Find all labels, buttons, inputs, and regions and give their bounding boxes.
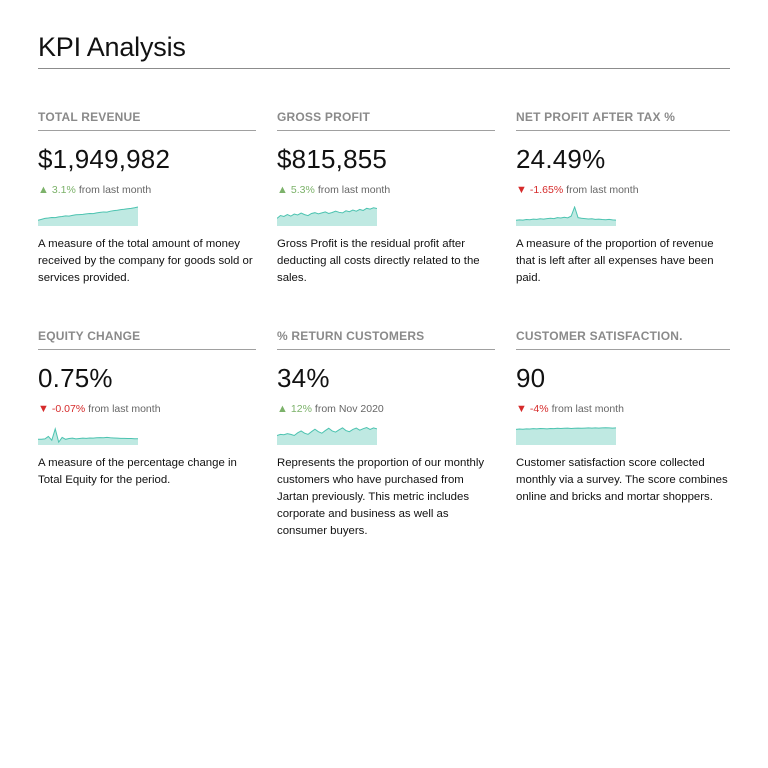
kpi-change: ▲ 12% from Nov 2020 [277,403,495,415]
sparkline-area [38,428,138,445]
up-arrow-icon: ▲ [277,184,288,196]
kpi-value: 24.49% [516,144,606,174]
kpi-delta: 3.1% [51,184,76,196]
kpi-description: A measure of the percentage change in To… [38,457,237,486]
kpi-description: A measure of the total amount of money r… [38,238,253,284]
kpi-label: GROSS PROFIT [277,110,495,131]
kpi-change: ▼ -4% from last month [516,403,730,415]
kpi-delta: -1.65% [529,184,564,196]
kpi-comparison: from Nov 2020 [314,403,384,415]
sparkline-area [277,427,377,445]
sparkline-chart [277,425,377,445]
kpi-value: 0.75% [38,363,113,393]
kpi-description: Gross Profit is the residual profit afte… [277,238,480,284]
kpi-label: NET PROFIT AFTER TAX % [516,110,730,131]
sparkline-line [516,428,616,430]
down-arrow-icon: ▼ [516,184,527,196]
sparkline-line [38,429,138,442]
kpi-label: % RETURN CUSTOMERS [277,329,495,350]
kpi-label: EQUITY CHANGE [38,329,256,350]
kpi-value: $815,855 [277,144,388,174]
kpi-comparison: from last month [551,403,624,415]
kpi-delta: 12% [290,403,312,415]
sparkline-area [516,427,616,445]
kpi-change: ▲ 5.3% from last month [277,184,495,196]
kpi-comparison: from last month [78,184,152,196]
sparkline-chart [516,425,616,445]
sparkline-area [516,207,616,226]
title-divider [38,68,730,69]
up-arrow-icon: ▲ [277,403,288,415]
kpi-change: ▲ 3.1% from last month [38,184,256,196]
sparkline-area [38,207,138,226]
kpi-description: Represents the proportion of our monthly… [277,457,485,537]
kpi-card-net-profit-after-tax: NET PROFIT AFTER TAX % 24.49% ▼ -1.65% f… [516,110,730,329]
sparkline-chart [38,425,138,445]
kpi-delta: -4% [529,403,549,415]
sparkline-line [277,208,377,219]
kpi-value: 34% [277,363,330,393]
page-title: KPI Analysis [38,32,186,62]
sparkline-area [277,207,377,226]
kpi-comparison: from last month [566,184,639,196]
kpi-change: ▼ -0.07% from last month [38,403,256,415]
kpi-value: 90 [516,363,546,393]
down-arrow-icon: ▼ [516,403,527,415]
sparkline-chart [38,206,138,226]
up-arrow-icon: ▲ [38,184,49,196]
kpi-delta: 5.3% [290,184,315,196]
kpi-label: CUSTOMER SATISFACTION. [516,329,730,350]
kpi-grid: TOTAL REVENUE $1,949,982 ▲ 3.1% from las… [38,110,730,548]
sparkline-line [38,207,138,220]
down-arrow-icon: ▼ [38,403,49,415]
sparkline-chart [277,206,377,226]
kpi-comparison: from last month [88,403,161,415]
kpi-change: ▼ -1.65% from last month [516,184,730,196]
sparkline-line [516,207,616,220]
kpi-card-gross-profit: GROSS PROFIT $815,855 ▲ 5.3% from last m… [277,110,495,329]
sparkline-line [277,428,377,436]
kpi-comparison: from last month [317,184,391,196]
kpi-card-equity-change: EQUITY CHANGE 0.75% ▼ -0.07% from last m… [38,329,256,548]
kpi-card-customer-satisfaction: CUSTOMER SATISFACTION. 90 ▼ -4% from las… [516,329,730,548]
kpi-description: Customer satisfaction score collected mo… [516,457,728,503]
kpi-value: $1,949,982 [38,144,171,174]
sparkline-chart [516,206,616,226]
kpi-delta: -0.07% [51,403,86,415]
kpi-card-total-revenue: TOTAL REVENUE $1,949,982 ▲ 3.1% from las… [38,110,256,329]
kpi-card-return-customers: % RETURN CUSTOMERS 34% ▲ 12% from Nov 20… [277,329,495,548]
kpi-label: TOTAL REVENUE [38,110,256,131]
kpi-description: A measure of the proportion of revenue t… [516,238,714,284]
